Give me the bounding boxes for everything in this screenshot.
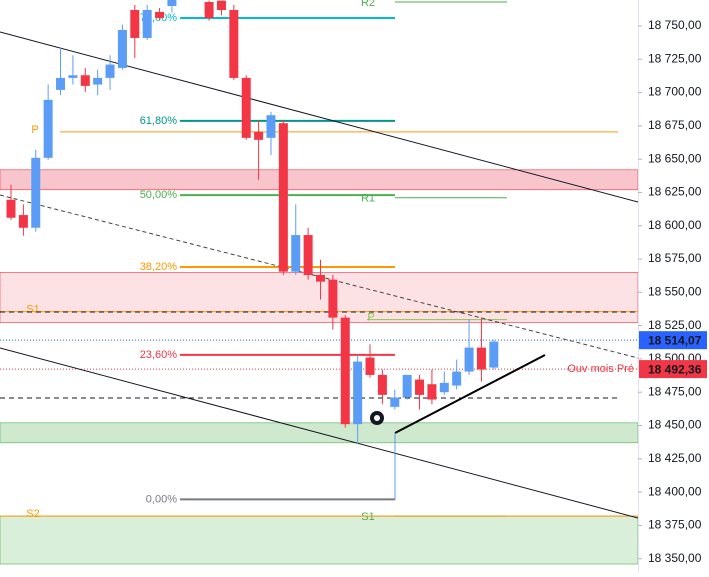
price-note: Ouv mois Pré <box>567 363 634 375</box>
fib-label: 50,00% <box>140 189 178 201</box>
candle-body <box>390 397 400 407</box>
pivot-label: P <box>31 124 38 136</box>
trend-line <box>394 354 546 434</box>
candle-body <box>31 157 41 228</box>
price-tag-label: 18 514,07 <box>648 333 702 347</box>
y-tick-label: 18 650,00 <box>648 151 702 165</box>
candle-body <box>439 382 449 393</box>
candle-body <box>93 77 103 85</box>
candle-body <box>155 11 165 18</box>
fib-label: 23,60% <box>140 349 178 361</box>
fib-label: 0,00% <box>146 493 177 505</box>
y-tick-label: 18 525,00 <box>648 318 702 332</box>
price-tag <box>639 331 707 350</box>
y-tick-label: 18 625,00 <box>648 185 702 199</box>
trend-line <box>0 31 638 203</box>
candle-body <box>216 0 226 10</box>
y-tick-label: 18 700,00 <box>648 85 702 99</box>
y-tick-label: 18 425,00 <box>648 451 702 465</box>
candle-body <box>340 317 350 425</box>
pivot-label: R2 <box>361 0 375 9</box>
y-tick-label: 18 400,00 <box>648 484 702 498</box>
levels-layer: 78,60%61,80%50,00%38,20%23,60%0,00%R2PR1… <box>0 0 638 523</box>
y-tick-label: 18 600,00 <box>648 218 702 232</box>
candle-body <box>254 131 264 140</box>
candle-body <box>130 9 140 38</box>
candle-body <box>489 341 499 368</box>
zone <box>0 169 638 191</box>
y-tick-label: 18 450,00 <box>648 418 702 432</box>
candle-body <box>117 29 127 68</box>
candle-body <box>142 9 152 38</box>
event-icon <box>370 411 384 425</box>
candle-body <box>278 123 288 272</box>
candle-body <box>452 371 462 386</box>
candle-body <box>56 77 66 90</box>
candle-body <box>365 357 375 375</box>
candle-body <box>464 347 474 372</box>
icon <box>374 415 380 421</box>
candle-body <box>291 235 301 272</box>
pivot-label: R1 <box>361 193 375 205</box>
candle-body <box>204 1 214 18</box>
candle-body <box>316 275 325 282</box>
candle-body <box>402 374 412 398</box>
background-layer <box>0 169 638 565</box>
candle-body <box>303 235 313 276</box>
candle-body <box>6 199 16 218</box>
candle-body <box>43 99 53 158</box>
zone <box>0 515 638 565</box>
candle-body <box>353 361 363 425</box>
candle-body <box>476 347 486 370</box>
y-tick-label: 18 375,00 <box>648 518 702 532</box>
y-tick-label: 18 725,00 <box>648 51 702 65</box>
candle-body <box>415 379 425 395</box>
candle-body <box>241 77 251 138</box>
y-tick-label: 18 550,00 <box>648 284 702 298</box>
candle-body <box>229 9 239 78</box>
y-axis: 18 750,00 18 725,00 18 700,00 18 675,00 18 6… <box>567 18 707 565</box>
pivot-label: P <box>367 312 374 324</box>
candle-body <box>80 75 90 86</box>
price-tag <box>639 360 707 379</box>
pivot-label: S2 <box>26 508 39 520</box>
candle-body <box>328 279 338 318</box>
candle-body <box>18 215 28 228</box>
pivot-label: S1 <box>361 511 374 523</box>
candle-body <box>377 374 387 395</box>
trend-line <box>0 347 638 519</box>
price-tag-label: 18 492,36 <box>648 362 702 376</box>
fib-label: 61,80% <box>140 115 178 127</box>
candle-body <box>68 75 78 78</box>
candle-body <box>266 115 276 138</box>
candle-body <box>167 0 177 6</box>
y-tick-label: 18 750,00 <box>648 18 702 32</box>
fib-label: 38,20% <box>140 261 178 273</box>
y-tick-label: 18 675,00 <box>648 118 702 132</box>
candles <box>6 0 499 445</box>
candle-body <box>105 64 115 78</box>
candle-body <box>427 384 437 400</box>
y-tick-label: 18 575,00 <box>648 251 702 265</box>
pivot-label: S1 <box>26 304 39 316</box>
y-tick-label: 18 475,00 <box>648 384 702 398</box>
y-tick-label: 18 350,00 <box>648 551 702 565</box>
